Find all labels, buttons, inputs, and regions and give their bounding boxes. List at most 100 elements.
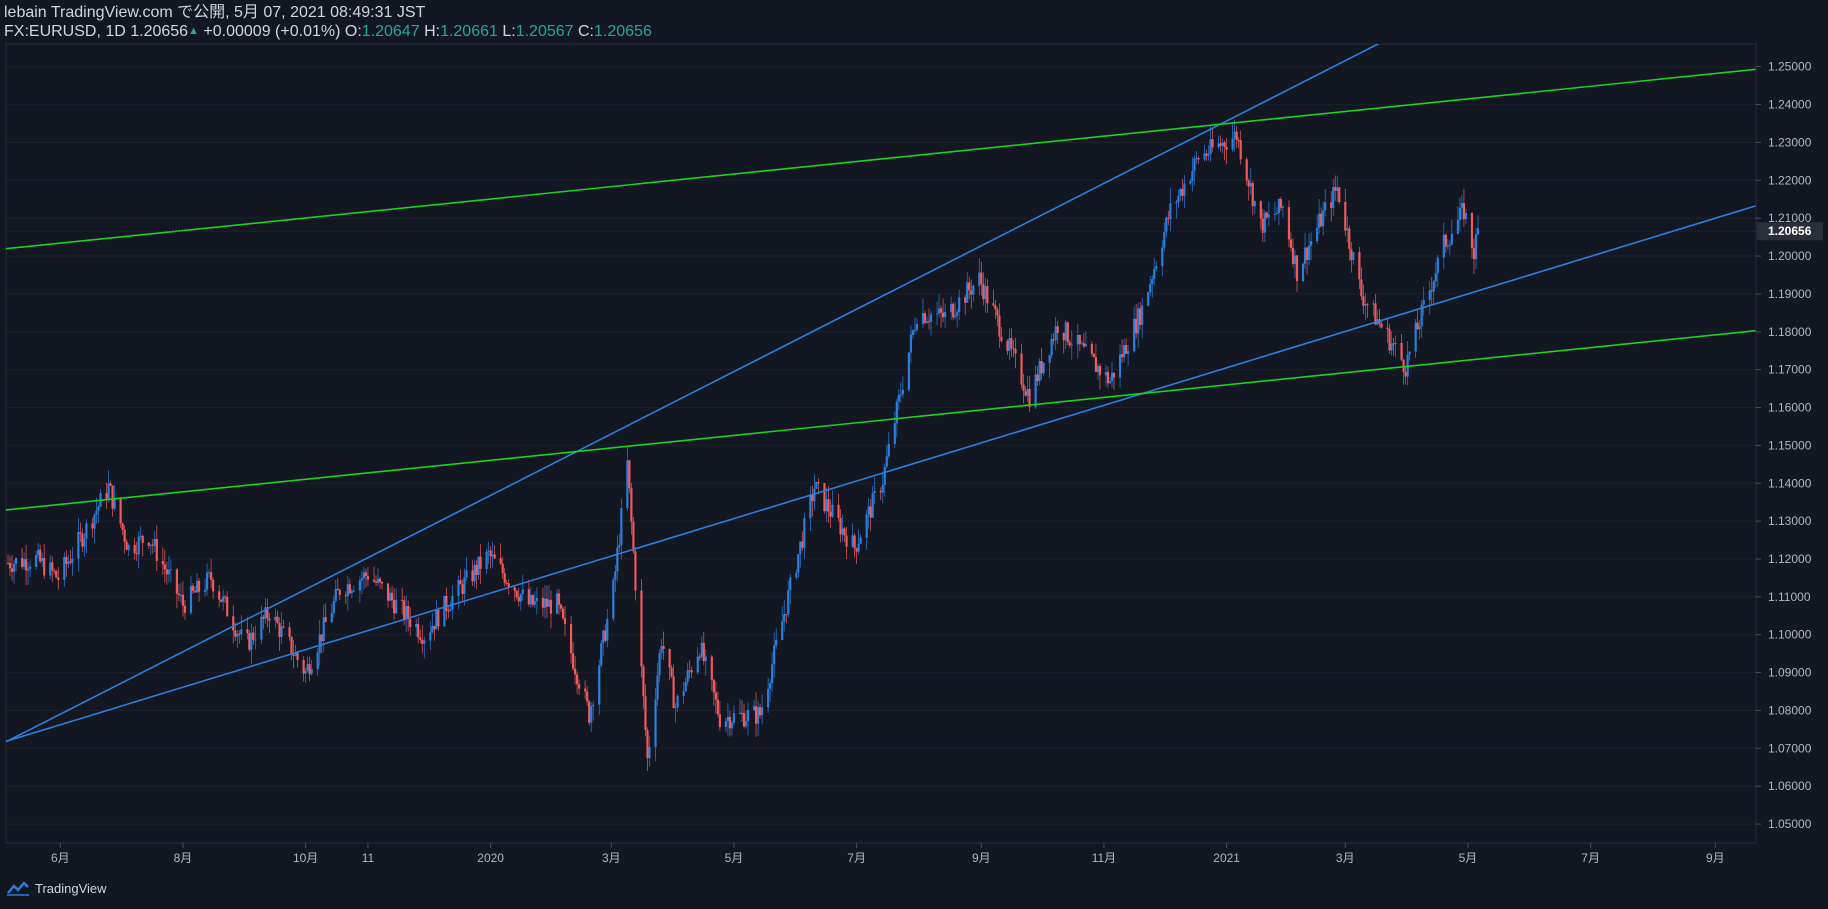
trendline-blue[interactable] — [6, 0, 1756, 743]
candle-body — [183, 605, 187, 613]
candle-body — [956, 312, 959, 316]
candle-body — [1301, 263, 1305, 282]
candle-body — [1096, 366, 1100, 373]
trendline-green[interactable] — [6, 329, 1756, 511]
candle-body — [1153, 268, 1156, 280]
candle-body — [929, 314, 933, 322]
candle-body — [1450, 233, 1453, 245]
price-tick-label: 1.22000 — [1768, 173, 1812, 187]
candle-body — [1307, 245, 1311, 260]
candle-body — [1372, 303, 1375, 305]
candle-body — [602, 630, 605, 644]
price-axis[interactable]: 1.05000 1.06000 1.07000 1.08000 1.09000 1.100… — [1755, 44, 1812, 843]
candle-body — [1124, 345, 1128, 354]
candle-body — [1205, 153, 1208, 156]
candle-body — [754, 706, 758, 724]
close-label: C: — [578, 23, 594, 40]
candle-body — [1175, 202, 1178, 204]
candle-body — [1066, 322, 1069, 343]
price-tick-label: 1.25000 — [1768, 60, 1812, 74]
candle-body — [350, 590, 353, 594]
candle-body — [682, 691, 685, 696]
candle-body — [207, 572, 211, 574]
candle-body — [1231, 138, 1234, 150]
candle-body — [1460, 203, 1464, 208]
trendline-green[interactable] — [6, 68, 1756, 250]
candle-body — [1052, 339, 1055, 341]
candle-body — [644, 696, 647, 731]
candle-body — [718, 714, 721, 728]
candle-body — [1273, 213, 1276, 215]
candle-body — [982, 283, 985, 300]
candle-body — [1135, 318, 1138, 334]
candle-body — [529, 595, 532, 605]
candle-body — [555, 593, 559, 614]
candle-body — [1458, 207, 1462, 221]
candle-body — [855, 548, 858, 552]
price-tick-label: 1.16000 — [1768, 401, 1812, 415]
candle-body — [395, 599, 398, 614]
candle-body — [1181, 189, 1184, 196]
candle-body — [262, 616, 265, 619]
candle-body — [401, 599, 404, 601]
candle-body — [14, 558, 18, 564]
candle-body — [8, 562, 12, 569]
candle-body — [658, 653, 661, 676]
candle-body — [1366, 304, 1369, 306]
candle-body — [443, 595, 446, 627]
candle-body — [362, 572, 366, 579]
candle-body — [1195, 158, 1198, 160]
candle-body — [463, 577, 466, 595]
candle-body — [1352, 252, 1355, 261]
footer: TradingView — [6, 880, 107, 896]
candle-body — [935, 313, 939, 315]
candle-body — [1320, 213, 1323, 227]
candle-body — [250, 632, 253, 650]
candle-body — [191, 585, 195, 591]
candle-body — [811, 494, 814, 502]
candle-body — [1462, 203, 1466, 220]
candle-body — [1235, 131, 1238, 141]
candle-body — [785, 614, 788, 616]
candle-body — [1191, 170, 1194, 181]
candle-body — [1420, 304, 1423, 327]
candle-body — [994, 305, 997, 310]
candle-body — [923, 313, 927, 323]
candle-body — [632, 521, 635, 552]
candle-body — [499, 558, 502, 564]
candle-body — [825, 499, 828, 512]
candle-body — [704, 656, 707, 662]
price-change: +0.00009 (+0.01%) — [203, 23, 341, 40]
price-tick-label: 1.13000 — [1768, 514, 1812, 528]
trendline-blue[interactable] — [6, 204, 1756, 743]
candle-body — [288, 627, 291, 637]
time-axis[interactable]: 6月 8月 10月 11 2020 3月 5月 7月 9月 11月 2021 3月 5月 7月 9月 — [51, 843, 1725, 865]
candle-body — [716, 699, 719, 715]
candle-body — [1265, 212, 1268, 218]
candle-body — [1225, 146, 1228, 150]
candle-body — [584, 688, 587, 692]
candle-body — [1163, 231, 1166, 248]
candle-body — [783, 614, 786, 622]
candle-body — [332, 601, 335, 614]
candle-body — [998, 315, 1001, 337]
chart-header: lebain TradingView.com で公開, 5月 07, 2021 … — [4, 3, 652, 41]
candle-body — [1346, 228, 1349, 231]
candle-body — [276, 616, 279, 623]
candle-body — [268, 618, 271, 621]
candle-body — [220, 599, 223, 602]
symbol-info: FX:EURUSD, 1D 1.20656 — [4, 23, 189, 40]
candle-body — [1287, 207, 1291, 240]
open-label: O: — [344, 23, 362, 40]
price-tick-label: 1.20000 — [1768, 249, 1812, 263]
candle-body — [1432, 281, 1435, 292]
candle-body — [813, 488, 816, 502]
candle-body — [429, 632, 432, 641]
candle-body — [758, 707, 762, 716]
candle-body — [1418, 326, 1421, 330]
candle-body — [1472, 248, 1476, 260]
candle-body — [489, 550, 492, 557]
candle-body — [93, 514, 96, 529]
trendlines[interactable] — [6, 0, 1756, 743]
